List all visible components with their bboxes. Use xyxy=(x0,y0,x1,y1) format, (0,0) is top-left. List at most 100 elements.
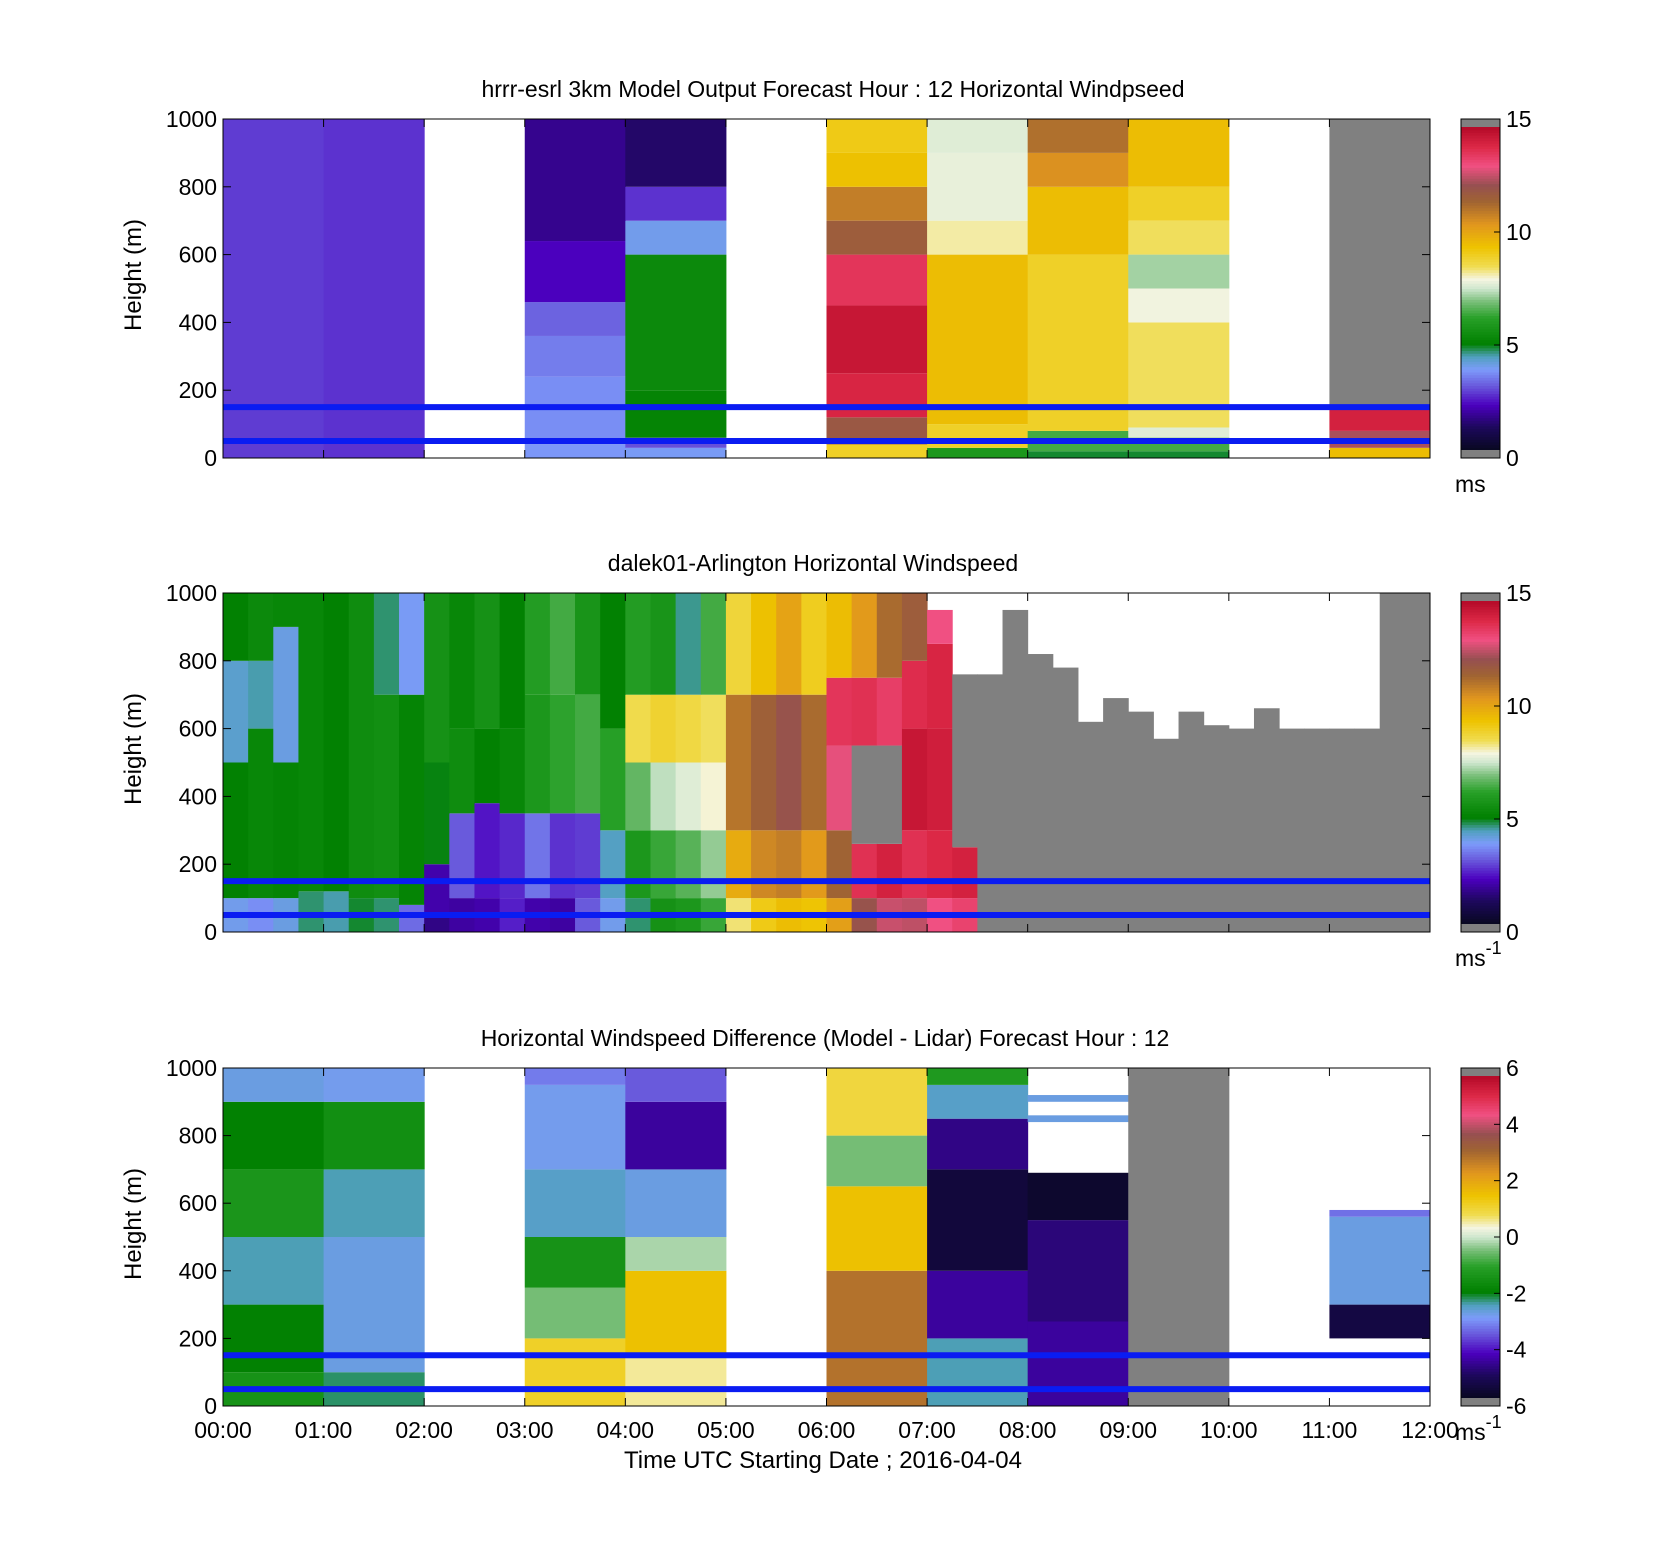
colorbar-step xyxy=(1461,762,1500,766)
heatmap-cell xyxy=(927,830,953,899)
colorbar-step xyxy=(1461,738,1500,742)
colorbar-step xyxy=(1461,662,1500,667)
y-tick-label: 400 xyxy=(179,783,217,809)
colorbar-step xyxy=(1461,1164,1500,1168)
colorbar-step xyxy=(1461,180,1500,185)
heatmap-cell xyxy=(223,1237,325,1305)
colorbar-step xyxy=(1461,406,1500,411)
colorbar-step xyxy=(1461,315,1500,319)
x-tick-label: 08:00 xyxy=(999,1417,1057,1443)
heatmap-cell xyxy=(399,904,425,932)
colorbar-step xyxy=(1461,229,1500,233)
heatmap-cell xyxy=(927,643,953,729)
colorbar: 0 5 10 15 ms-1 xyxy=(1455,580,1532,971)
colorbar-step xyxy=(1461,703,1500,707)
colorbar-step xyxy=(1461,1186,1500,1190)
heatmap-cell xyxy=(373,593,400,695)
heatmap-cell xyxy=(273,593,299,627)
heatmap-cell xyxy=(1128,451,1230,458)
heatmap-cell xyxy=(524,1287,626,1339)
heatmap-cell xyxy=(1253,708,1280,932)
heatmap-cell xyxy=(524,1237,626,1288)
heatmap-cell xyxy=(298,891,325,932)
colorbar-step xyxy=(1461,1293,1500,1297)
colorbar-step xyxy=(1461,1314,1500,1319)
colorbar-step xyxy=(1461,1379,1500,1383)
colorbar-step xyxy=(1461,1373,1500,1378)
heatmap-cell xyxy=(549,593,576,695)
heatmap-cell xyxy=(1128,220,1230,255)
colorbar-step xyxy=(1461,813,1500,817)
colorbar-step xyxy=(1461,1089,1500,1093)
colorbar-step xyxy=(1461,1389,1500,1394)
heatmap-cell xyxy=(399,694,425,905)
heatmap-cell xyxy=(1329,1304,1431,1339)
heatmap-cell xyxy=(675,830,702,899)
colorbar-step xyxy=(1461,1113,1500,1117)
colorbar-step xyxy=(1461,627,1500,632)
x-tick-label: 12:00 xyxy=(1401,1417,1459,1443)
colorbar-step xyxy=(1461,679,1500,683)
colorbar-step xyxy=(1461,1258,1500,1262)
colorbar-tick-label: -6 xyxy=(1506,1393,1526,1419)
colorbar-step xyxy=(1461,237,1500,241)
colorbar-step xyxy=(1461,654,1500,659)
colorbar-step xyxy=(1461,1191,1500,1195)
heatmap-cell xyxy=(223,593,249,661)
heatmap-cell xyxy=(1052,667,1079,932)
colorbar-step xyxy=(1461,436,1500,440)
colorbar-step xyxy=(1461,1349,1500,1353)
colorbar-step xyxy=(1461,746,1500,750)
colorbar-step xyxy=(1461,1371,1500,1375)
colorbar-step xyxy=(1461,646,1500,651)
heatmap-cell xyxy=(625,119,727,187)
colorbar-step xyxy=(1461,800,1500,804)
colorbar-unit-exponent: -1 xyxy=(1486,938,1502,958)
colorbar-step xyxy=(1461,848,1500,852)
heatmap-cell xyxy=(675,694,702,763)
heatmap-cell xyxy=(776,694,802,831)
colorbar-step xyxy=(1461,1143,1500,1147)
colorbar-step xyxy=(1461,759,1500,764)
colorbar-tick-label: 10 xyxy=(1506,693,1532,719)
colorbar-step xyxy=(1461,1357,1500,1362)
colorbar-step xyxy=(1461,1220,1500,1225)
colorbar-step xyxy=(1461,371,1500,376)
colorbar-step xyxy=(1461,221,1500,225)
colorbar-step xyxy=(1461,1336,1500,1340)
colorbar-step xyxy=(1461,743,1500,747)
heatmap-cell xyxy=(826,119,928,153)
colorbar-step xyxy=(1461,1116,1500,1120)
colorbar-step xyxy=(1461,299,1500,303)
heatmap-cell xyxy=(524,241,626,303)
colorbar-step xyxy=(1461,304,1500,308)
colorbar-step xyxy=(1461,657,1500,661)
colorbar-step xyxy=(1461,751,1500,756)
y-tick-label: 600 xyxy=(179,242,217,268)
colorbar-step xyxy=(1461,1287,1500,1292)
colorbar-step xyxy=(1461,1368,1500,1372)
heatmap-cell xyxy=(1128,119,1230,187)
colorbar-step xyxy=(1461,1250,1500,1254)
colorbar-step xyxy=(1461,907,1500,912)
colorbar-step xyxy=(1461,805,1500,809)
colorbar-step xyxy=(1461,447,1500,451)
heatmap-cell xyxy=(575,593,601,695)
colorbar-step xyxy=(1461,1296,1500,1300)
y-tick-label: 800 xyxy=(179,1123,217,1149)
colorbar-step xyxy=(1461,366,1500,370)
colorbar-step xyxy=(1461,1285,1500,1289)
colorbar-step xyxy=(1461,794,1500,799)
colorbar-step xyxy=(1461,1279,1500,1284)
colorbar-step xyxy=(1461,1212,1500,1217)
heatmap-cell xyxy=(424,864,450,916)
colorbar-step xyxy=(1461,205,1500,209)
y-tick-label: 400 xyxy=(179,309,217,335)
heatmap-cell xyxy=(826,186,928,221)
colorbar-step xyxy=(1461,207,1500,212)
colorbar-step xyxy=(1461,199,1500,203)
y-tick-label: 600 xyxy=(179,716,217,742)
colorbar-step xyxy=(1461,1338,1500,1343)
colorbar-step xyxy=(1461,1360,1500,1364)
colorbar-step xyxy=(1461,132,1500,136)
